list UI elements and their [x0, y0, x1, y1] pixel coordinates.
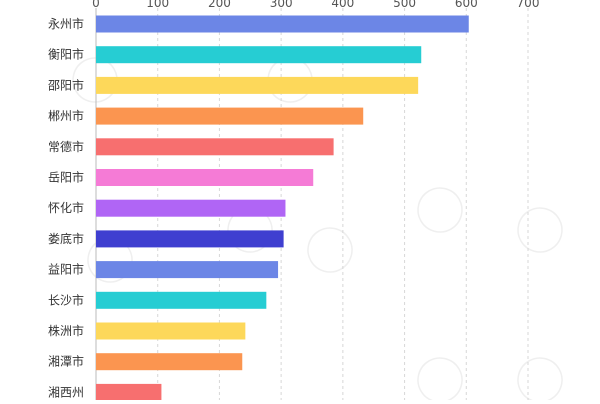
y-tick-label: 常德市 — [48, 139, 84, 154]
y-tick-label: 长沙市 — [48, 292, 84, 307]
y-tick-label: 永州市 — [48, 16, 84, 31]
watermark-stamp — [517, 207, 563, 253]
x-tick-label: 600 — [455, 0, 478, 10]
y-tick-label: 湘西州 — [48, 384, 84, 399]
bar — [96, 291, 267, 309]
watermark-layer — [72, 57, 563, 403]
x-tick-label: 100 — [146, 0, 169, 10]
x-tick-label: 400 — [331, 0, 354, 10]
bar — [96, 383, 162, 401]
y-tick-label: 岳阳市 — [48, 170, 84, 185]
watermark-ring — [517, 357, 563, 403]
watermark-stamp — [307, 227, 353, 273]
bar — [96, 230, 284, 248]
watermark-ring — [307, 227, 353, 273]
y-tick-label: 株洲市 — [48, 323, 84, 338]
bar — [96, 107, 364, 125]
watermark-stamp — [417, 187, 463, 233]
watermark-stamp — [517, 357, 563, 403]
x-tick-label: 500 — [393, 0, 416, 10]
watermark-ring — [417, 187, 463, 233]
x-tick-label: 700 — [517, 0, 540, 10]
bar — [96, 322, 246, 340]
watermark-stamp — [417, 357, 463, 403]
bar — [96, 199, 286, 217]
bar — [96, 76, 419, 94]
x-tick-label: 300 — [270, 0, 293, 10]
y-tick-label: 湘潭市 — [48, 354, 84, 369]
y-tick-label: 邵阳市 — [48, 77, 84, 92]
bar — [96, 15, 469, 33]
bars — [96, 15, 469, 401]
bar — [96, 138, 334, 156]
bar — [96, 261, 279, 279]
y-tick-label: 怀化市 — [48, 200, 84, 215]
y-tick-label: 娄底市 — [48, 231, 84, 246]
y-tick-label: 郴州市 — [48, 108, 84, 123]
x-tick-label: 200 — [208, 0, 231, 10]
y-tick-label: 益阳市 — [48, 262, 84, 277]
x-tick-label: 0 — [92, 0, 100, 10]
watermark-ring — [417, 357, 463, 403]
bar — [96, 353, 243, 371]
y-tick-label: 衡阳市 — [48, 47, 84, 62]
bar — [96, 46, 422, 64]
bar — [96, 169, 314, 186]
x-axis-ticks: 0 100 200 300 400 500 600 700 — [92, 0, 539, 10]
watermark-ring — [72, 57, 118, 103]
watermark-ring — [517, 207, 563, 253]
watermark-stamp — [72, 57, 118, 103]
